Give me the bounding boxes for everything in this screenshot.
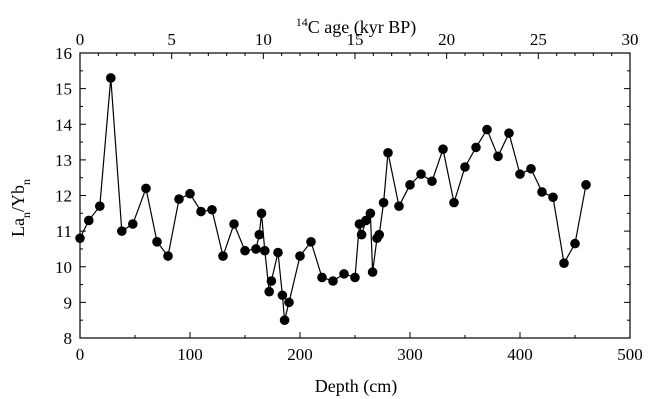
x2-tick-label: 25 — [530, 30, 547, 49]
data-point — [548, 192, 558, 203]
y-axis-title: Lan/Ybn — [8, 179, 33, 237]
data-point — [256, 208, 267, 219]
data-point — [229, 219, 239, 229]
data-point — [405, 180, 415, 190]
data-point — [240, 245, 250, 256]
data-point — [218, 251, 228, 261]
y-axis-title-part1: La — [8, 218, 28, 237]
data-point — [427, 176, 437, 187]
x2-axis-title: 14C age (kyr BP) — [296, 15, 416, 38]
data-point — [254, 229, 265, 240]
data-point — [306, 237, 316, 247]
data-point — [251, 244, 261, 254]
x2-tick-label: 15 — [347, 30, 364, 49]
y-tick-label: 16 — [55, 44, 72, 63]
data-point — [117, 226, 127, 236]
data-point — [365, 208, 376, 219]
x2-axis-title-text: C age (kyr BP) — [308, 17, 416, 38]
data-point — [374, 229, 385, 240]
x-tick-label: 400 — [507, 345, 533, 364]
series-layer — [75, 73, 591, 325]
data-point — [383, 147, 393, 158]
data-point — [279, 315, 290, 325]
x2-tick-label: 20 — [438, 30, 455, 49]
y-tick-label: 8 — [64, 329, 73, 348]
data-point — [266, 276, 277, 286]
data-point — [537, 187, 547, 197]
y-tick-label: 15 — [55, 80, 72, 99]
data-point — [356, 229, 367, 240]
data-point — [295, 251, 305, 261]
data-point — [106, 73, 116, 83]
data-point — [95, 201, 105, 211]
plot-frame-layer — [79, 52, 631, 339]
x-axis-title: Depth (cm) — [315, 376, 397, 397]
plot-frame — [79, 52, 631, 339]
data-point — [207, 204, 217, 215]
data-point — [581, 180, 591, 190]
y-axis-title-sub1: n — [19, 212, 33, 218]
x-tick-label: 300 — [397, 345, 423, 364]
data-point — [504, 128, 514, 138]
data-point — [515, 169, 525, 179]
y-tick-label: 11 — [56, 222, 72, 241]
y-axis-title-sub2: n — [19, 179, 33, 185]
data-point — [273, 247, 283, 258]
x-tick-label: 500 — [617, 345, 643, 364]
x2-axis-title-superscript: 14 — [296, 15, 308, 29]
data-point — [317, 272, 327, 283]
data-point — [284, 297, 294, 308]
x2-tick-label: 5 — [167, 30, 176, 49]
data-point — [367, 267, 378, 277]
data-point — [350, 272, 360, 283]
data-point — [128, 219, 138, 229]
x2-tick-label: 10 — [255, 30, 272, 49]
y-tick-label: 14 — [55, 115, 73, 134]
y-tick-label: 12 — [55, 187, 72, 206]
y-tick-label: 9 — [64, 293, 73, 312]
data-point — [339, 269, 349, 279]
data-point — [471, 142, 481, 153]
data-point — [277, 290, 288, 301]
data-point — [141, 183, 151, 194]
data-point — [449, 197, 459, 208]
data-point — [416, 169, 426, 179]
data-point — [84, 215, 94, 226]
x-tick-label: 200 — [287, 345, 313, 364]
data-point — [328, 276, 338, 286]
data-point — [559, 258, 569, 268]
data-point — [438, 144, 448, 154]
labels-layer: 0 100 200 300 400 500 0 5 10 15 20 25 30 8 9 10 11 12 13 14… — [55, 30, 643, 364]
data-point — [260, 245, 270, 256]
data-point — [152, 237, 162, 247]
data-point — [75, 233, 85, 244]
data-point — [196, 206, 206, 217]
x2-tick-label: 0 — [76, 30, 85, 49]
data-point — [361, 215, 371, 226]
x-tick-label: 100 — [177, 345, 203, 364]
data-point — [264, 286, 275, 297]
x-tick-label: 0 — [76, 345, 85, 364]
data-point — [493, 151, 503, 162]
y-tick-label: 13 — [55, 151, 72, 170]
x2-tick-label: 30 — [622, 30, 639, 49]
data-point — [460, 162, 470, 172]
data-point — [185, 188, 195, 199]
data-point — [570, 238, 580, 249]
data-point — [174, 194, 184, 204]
y-tick-label: 10 — [55, 258, 72, 277]
data-point — [163, 251, 173, 261]
y-axis-title-part2: /Yb — [8, 185, 28, 212]
data-point — [394, 201, 404, 211]
data-point — [482, 124, 492, 135]
data-point — [526, 163, 536, 174]
data-point — [378, 197, 389, 208]
